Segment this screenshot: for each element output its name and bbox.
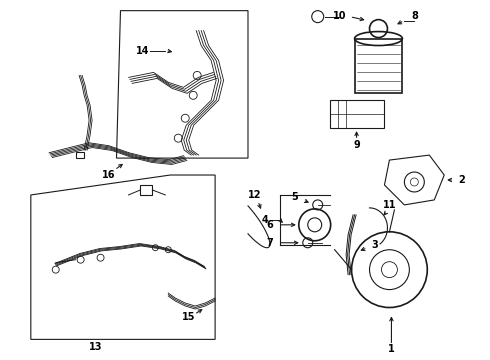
Text: 16: 16 xyxy=(102,170,115,180)
Text: 2: 2 xyxy=(458,175,465,185)
Text: 14: 14 xyxy=(136,45,149,55)
Text: 5: 5 xyxy=(292,192,298,202)
Bar xyxy=(330,100,385,128)
Text: 3: 3 xyxy=(371,240,378,250)
Text: 1: 1 xyxy=(388,345,395,354)
Text: 12: 12 xyxy=(248,190,262,200)
Text: 15: 15 xyxy=(181,312,195,323)
Text: 11: 11 xyxy=(383,200,396,210)
Bar xyxy=(355,39,402,93)
Bar xyxy=(141,185,152,195)
Text: 10: 10 xyxy=(333,11,346,21)
Text: 4: 4 xyxy=(262,215,269,225)
Text: 13: 13 xyxy=(89,342,102,352)
Text: 8: 8 xyxy=(411,11,418,21)
Text: 7: 7 xyxy=(267,238,273,248)
Bar xyxy=(75,152,84,158)
Text: 6: 6 xyxy=(267,220,273,230)
Text: 9: 9 xyxy=(353,140,360,150)
Circle shape xyxy=(313,200,323,210)
